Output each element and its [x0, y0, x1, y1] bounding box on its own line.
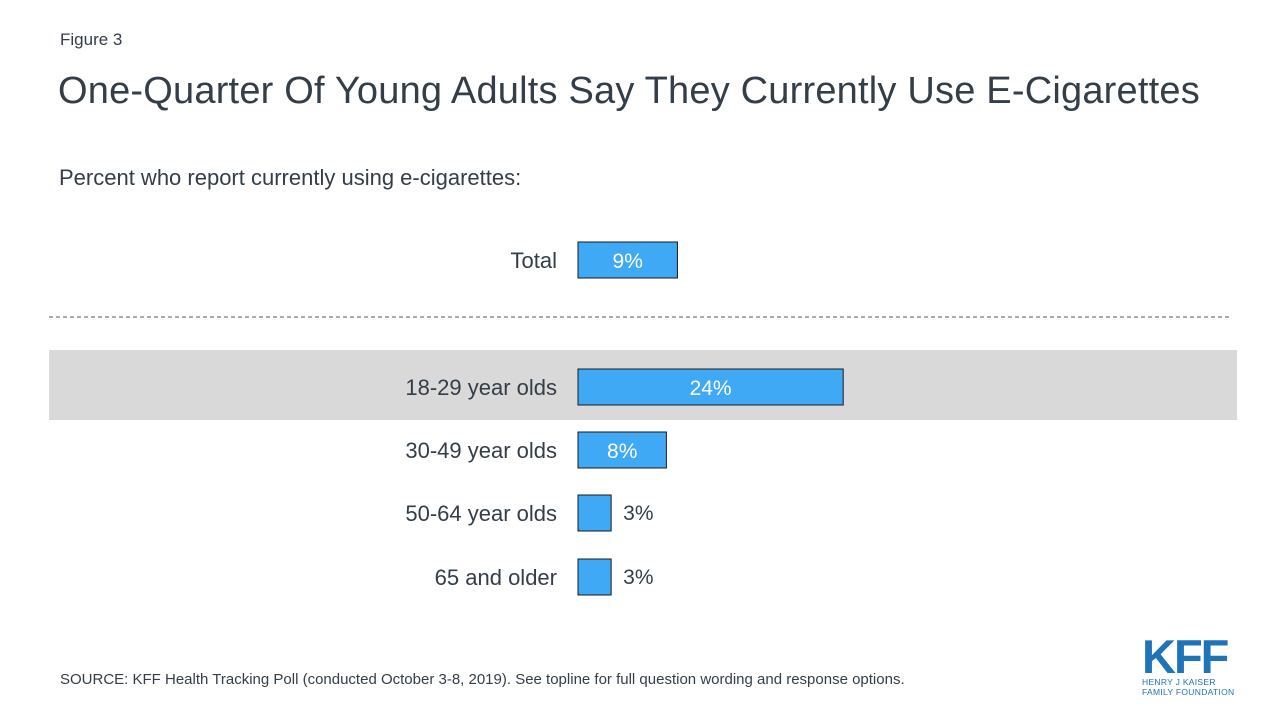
logo-wordmark: KFF — [1142, 630, 1229, 683]
figure-label: Figure 3 — [60, 30, 123, 49]
category-label: 50-64 year olds — [405, 501, 557, 526]
data-label: 3% — [623, 566, 653, 589]
category-label: 18-29 year olds — [405, 375, 557, 400]
bar — [577, 558, 612, 596]
data-label: 8% — [607, 440, 637, 463]
data-label: 24% — [690, 377, 732, 400]
category-label: 65 and older — [435, 565, 557, 590]
data-label: 9% — [613, 250, 643, 273]
bar — [577, 368, 844, 406]
logo-line-2: FAMILY FOUNDATION — [1142, 687, 1235, 697]
chart-title: One-Quarter Of Young Adults Say They Cur… — [58, 70, 1200, 112]
bar — [577, 431, 667, 469]
chart-subtitle: Percent who report currently using e-cig… — [59, 165, 522, 190]
bar — [577, 241, 678, 279]
data-label: 3% — [623, 502, 653, 525]
source-note: SOURCE: KFF Health Tracking Poll (conduc… — [60, 671, 905, 688]
kff-logo: KFF HENRY J KAISER FAMILY FOUNDATION — [1142, 630, 1238, 697]
logo-line-1: HENRY J KAISER — [1142, 677, 1216, 687]
category-label: Total — [511, 248, 557, 273]
bar — [577, 494, 612, 532]
category-label: 30-49 year olds — [405, 438, 557, 463]
